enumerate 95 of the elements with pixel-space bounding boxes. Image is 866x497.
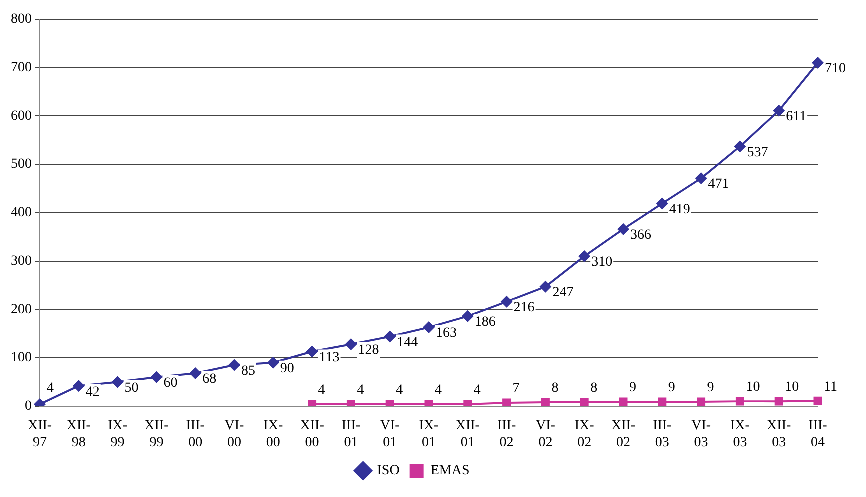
point — [578, 250, 591, 262]
data-label: 90 — [280, 362, 294, 377]
point — [814, 396, 822, 406]
x-tick-label: XII-01 — [456, 418, 480, 450]
y-tick-label: 200 — [11, 302, 32, 318]
point — [345, 338, 358, 350]
point — [423, 322, 435, 334]
point — [502, 398, 512, 406]
point — [541, 398, 550, 406]
data-label: 4 — [47, 381, 54, 396]
y-tick-label: 400 — [11, 206, 32, 221]
data-label: 216 — [514, 300, 535, 316]
point — [267, 356, 280, 369]
data-label: 50 — [124, 380, 139, 396]
point — [500, 296, 513, 308]
x-tick-label: XII-97 — [28, 418, 52, 450]
data-label: 9 — [668, 380, 676, 396]
point — [812, 56, 824, 69]
point — [462, 310, 474, 322]
x-tick-label: IX-00 — [264, 418, 284, 450]
x-tick-label: IX-99 — [108, 418, 128, 450]
x-tick-label: III-03 — [653, 418, 672, 450]
x-tick-label: VI-01 — [380, 418, 400, 450]
point — [774, 397, 784, 406]
data-label: 10 — [746, 380, 760, 396]
legend-label: ISO — [377, 464, 400, 479]
x-tick-label: VI-03 — [692, 418, 712, 450]
y-tick-label: 300 — [11, 254, 32, 269]
legend-label: EMAS — [430, 464, 470, 479]
data-label: 247 — [552, 286, 574, 301]
y-tick-label: 800 — [11, 12, 32, 28]
data-label: 60 — [164, 376, 178, 392]
data-label: 4 — [357, 383, 364, 398]
data-label: 4 — [318, 383, 326, 398]
data-label: 9 — [707, 380, 714, 396]
data-label: 113 — [319, 350, 340, 366]
point — [150, 371, 163, 384]
data-label: 8 — [590, 381, 598, 396]
x-tick-label: XII-03 — [767, 418, 792, 450]
data-label: 471 — [708, 177, 730, 192]
point — [618, 223, 630, 236]
point — [540, 280, 552, 293]
data-label: 710 — [825, 62, 846, 77]
point — [734, 140, 746, 153]
data-label: 9 — [630, 380, 636, 396]
x-tick-label: XII-99 — [144, 418, 170, 450]
data-label: 163 — [436, 326, 457, 342]
data-label: 186 — [474, 315, 496, 330]
data-label: 8 — [552, 381, 559, 396]
point — [656, 198, 668, 210]
x-tick-label: IX-03 — [730, 418, 750, 450]
point — [228, 359, 240, 372]
data-label: 144 — [397, 335, 418, 350]
data-label: 68 — [202, 372, 217, 388]
point — [190, 368, 202, 380]
point — [658, 398, 667, 406]
data-label: 7 — [512, 382, 520, 397]
data-label: 42 — [86, 384, 100, 400]
point — [580, 398, 589, 406]
x-tick-label: XII-02 — [611, 418, 636, 450]
data-label: 4 — [474, 383, 481, 398]
data-label: 128 — [358, 343, 380, 358]
x-tick-label: III-02 — [497, 418, 516, 450]
x-tick-label: XII-00 — [300, 418, 325, 450]
point — [697, 398, 706, 406]
point — [72, 380, 85, 392]
x-tick-label: III-01 — [342, 418, 361, 450]
data-label: 310 — [592, 255, 613, 270]
x-tick-label: IX-02 — [574, 418, 595, 450]
y-tick-label: 500 — [11, 157, 32, 172]
data-label: 537 — [747, 145, 768, 160]
data-label: 11 — [824, 380, 838, 395]
data-label: 10 — [785, 380, 800, 396]
point — [736, 397, 744, 406]
data-label: 366 — [630, 228, 652, 244]
y-tick-label: 700 — [11, 60, 32, 76]
x-tick-label: VI-00 — [224, 418, 245, 450]
x-tick-label: III-04 — [808, 418, 828, 450]
y-tick-label: 0 — [25, 399, 32, 414]
data-label: 4 — [435, 383, 442, 398]
point — [384, 330, 396, 343]
data-label: 611 — [786, 110, 807, 124]
x-tick-label: XII-98 — [66, 418, 92, 450]
x-tick-label: VI-02 — [536, 418, 556, 450]
data-label: 4 — [396, 383, 404, 398]
data-label: 85 — [242, 364, 256, 379]
y-tick-label: 600 — [11, 108, 32, 124]
y-tick-label: 100 — [11, 350, 32, 366]
point — [306, 346, 318, 358]
point — [773, 104, 786, 117]
x-tick-label: III-00 — [186, 418, 206, 450]
x-tick-label: IX-01 — [419, 418, 440, 450]
point — [112, 376, 124, 388]
data-label: 419 — [669, 202, 690, 218]
point — [695, 172, 708, 185]
